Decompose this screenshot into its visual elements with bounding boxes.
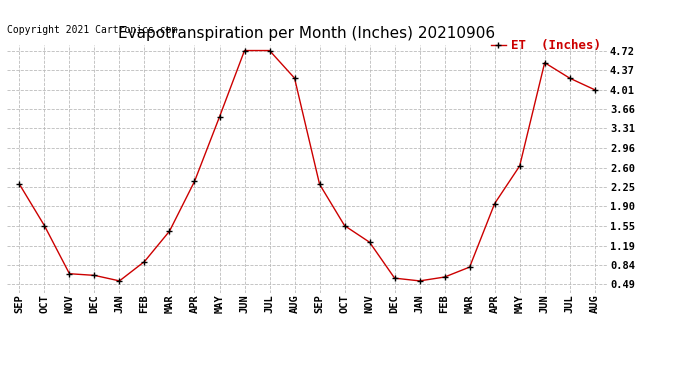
ET  (Inches) — [515, 164, 524, 168]
ET  (Inches) — [491, 201, 499, 206]
ET  (Inches) — [240, 48, 248, 53]
ET  (Inches) — [340, 224, 348, 228]
ET  (Inches) — [40, 224, 48, 228]
ET  (Inches) — [540, 60, 549, 65]
ET  (Inches) — [366, 240, 374, 244]
Text: Copyright 2021 Cartronics.com: Copyright 2021 Cartronics.com — [7, 25, 177, 35]
ET  (Inches) — [115, 279, 124, 283]
ET  (Inches) — [290, 76, 299, 80]
ET  (Inches) — [15, 182, 23, 186]
ET  (Inches) — [315, 182, 324, 186]
ET  (Inches) — [215, 115, 224, 119]
ET  (Inches) — [140, 260, 148, 264]
ET  (Inches) — [66, 272, 74, 276]
ET  (Inches) — [90, 273, 99, 278]
ET  (Inches) — [415, 279, 424, 283]
Legend: ET  (Inches): ET (Inches) — [491, 39, 601, 52]
ET  (Inches) — [266, 48, 274, 53]
ET  (Inches) — [391, 276, 399, 280]
Title: Evapotranspiration per Month (Inches) 20210906: Evapotranspiration per Month (Inches) 20… — [119, 26, 495, 41]
ET  (Inches) — [166, 229, 174, 233]
ET  (Inches) — [566, 76, 574, 80]
ET  (Inches) — [190, 179, 199, 184]
Line: ET  (Inches): ET (Inches) — [17, 48, 598, 284]
ET  (Inches) — [591, 87, 599, 92]
ET  (Inches) — [466, 265, 474, 269]
ET  (Inches) — [440, 275, 449, 279]
